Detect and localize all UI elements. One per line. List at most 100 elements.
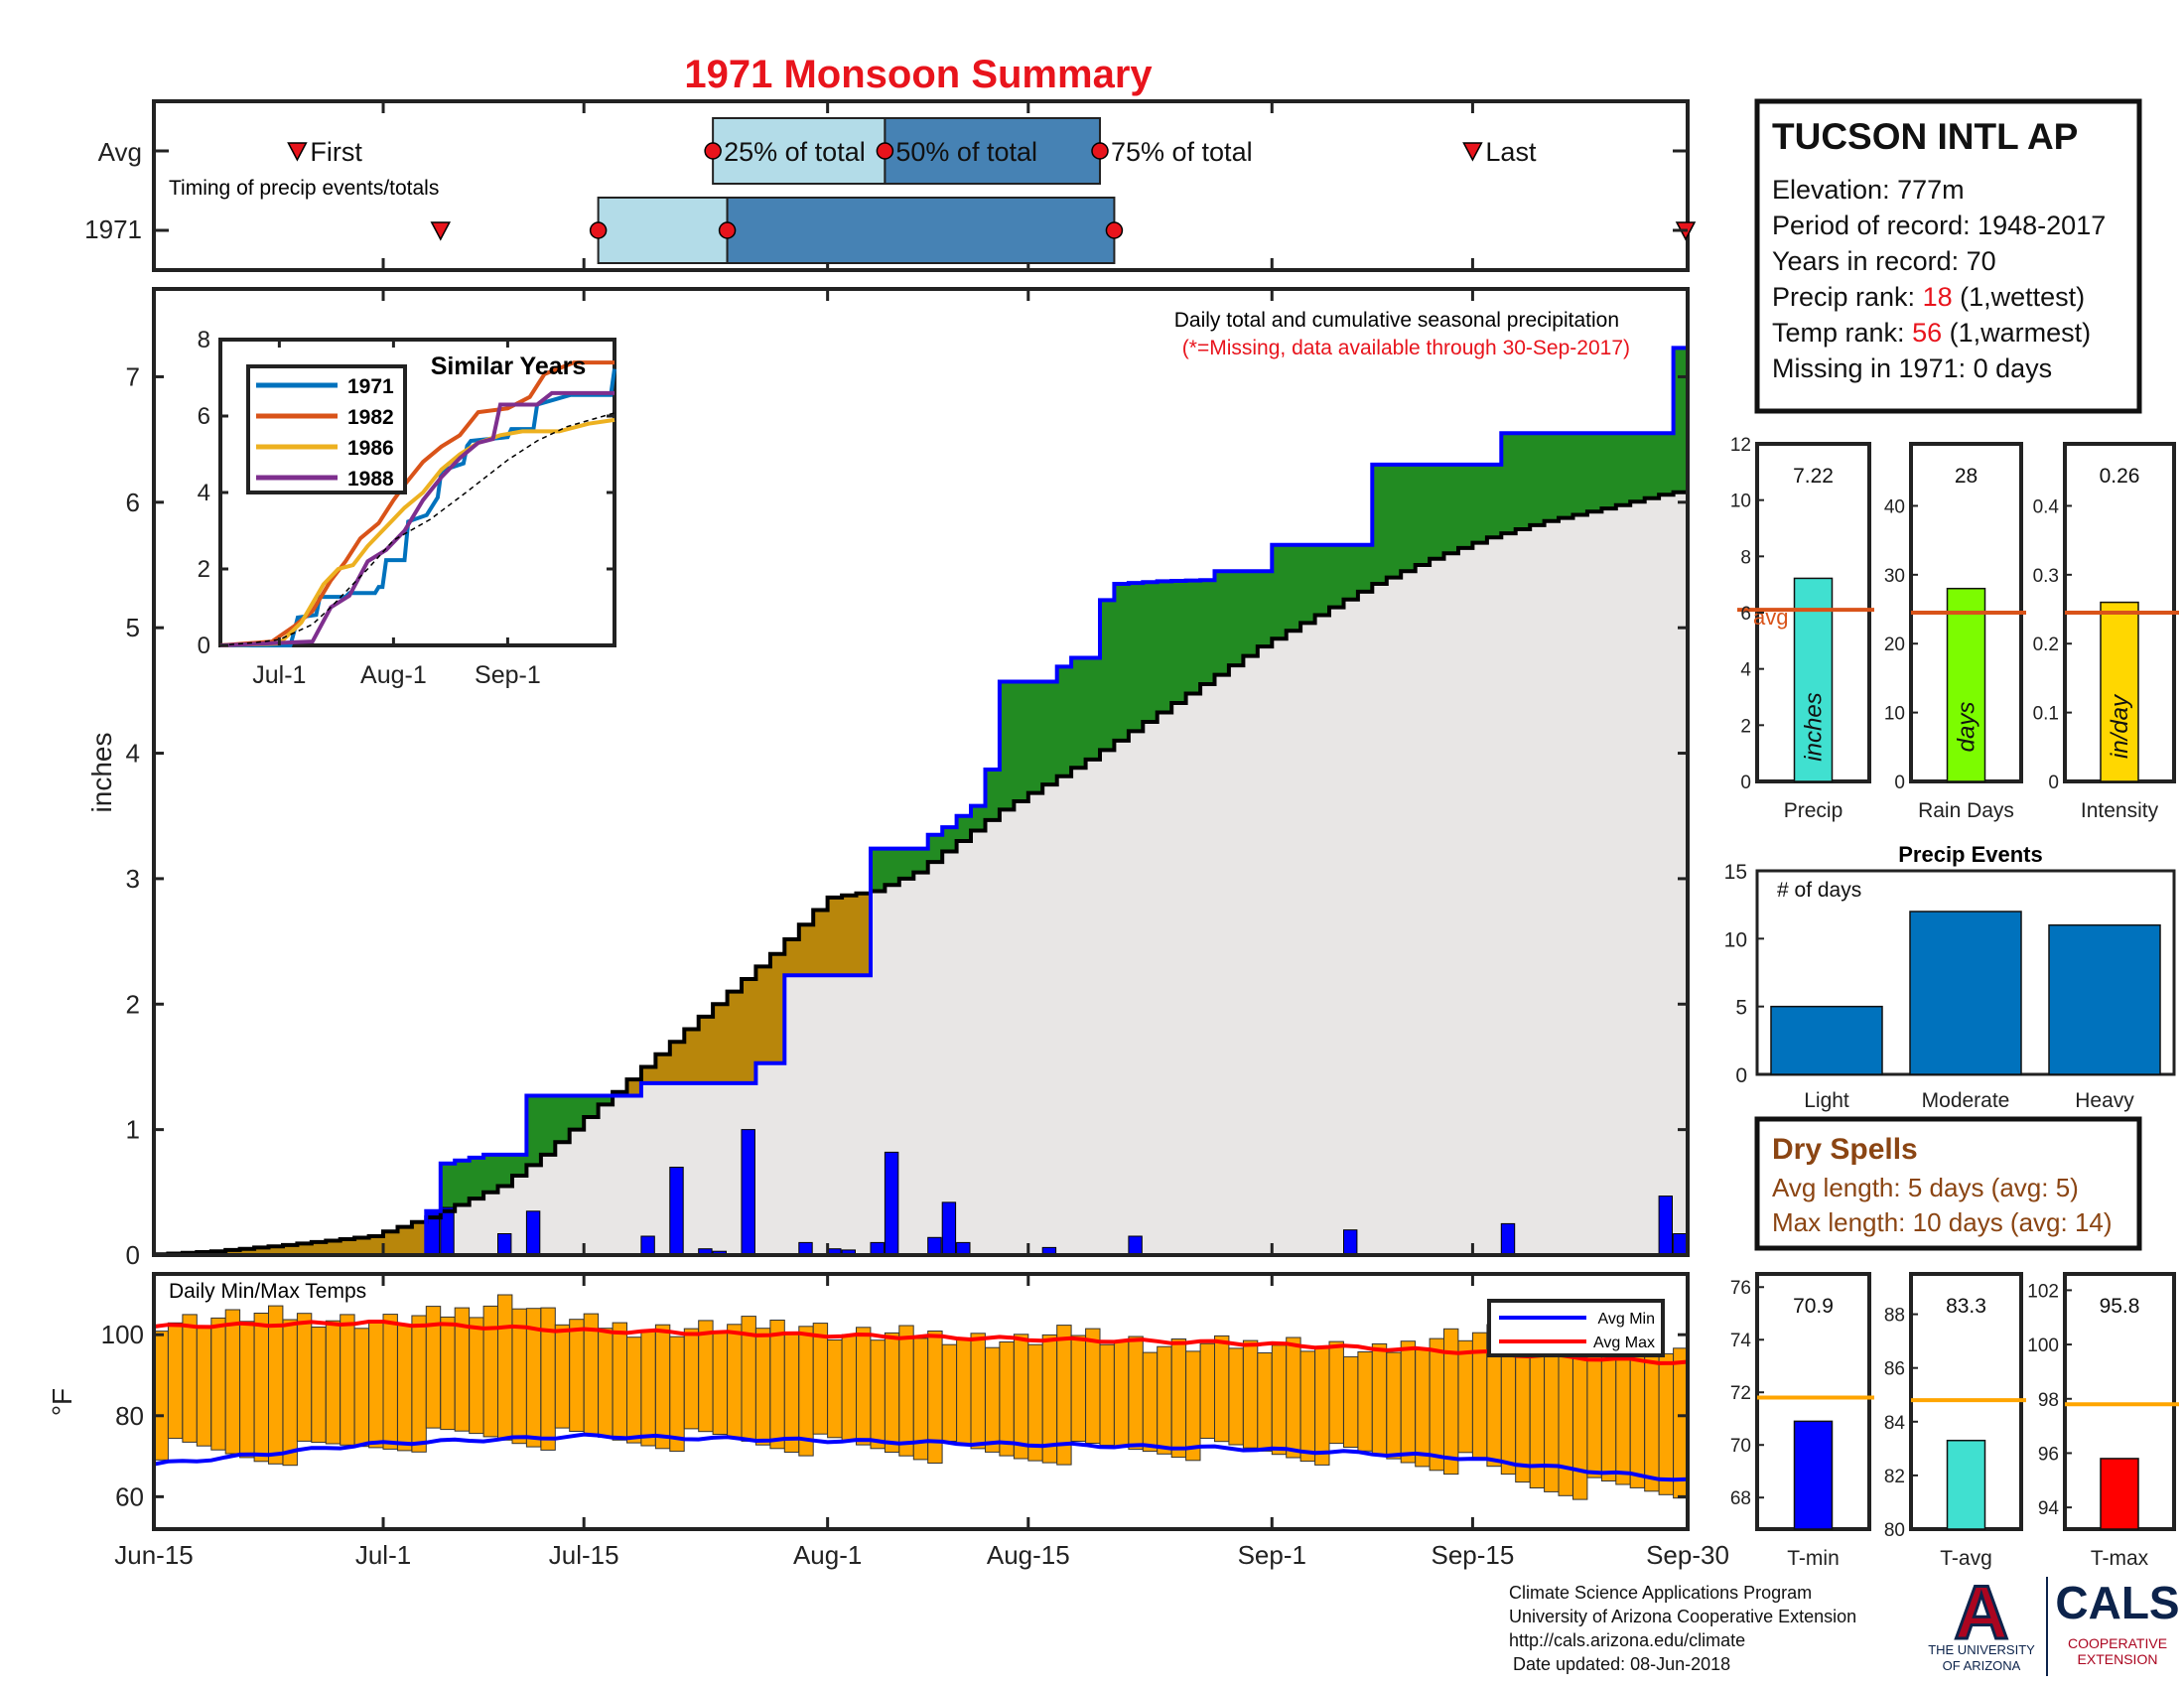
precip-events-y-tick-label: 0 <box>1735 1064 1747 1087</box>
daily-temp-bar <box>1157 1345 1172 1455</box>
precip-events-category-label: Light <box>1804 1089 1849 1112</box>
stat-panel-label: Intensity <box>2081 799 2159 822</box>
cals-logo: CALS COOPERATIVE EXTENSION <box>2055 1577 2179 1667</box>
stat-panel-precip: avg 7.22 inches 0 2 4 6 8 10 12 Precip <box>1730 435 1874 822</box>
daily-temp-bar <box>1658 1352 1674 1495</box>
precip-y-tick-label: 3 <box>126 864 140 894</box>
daily-temp-bar <box>1328 1340 1344 1445</box>
daily-temp-bar <box>1214 1335 1230 1443</box>
daily-temp-bar <box>1228 1347 1244 1446</box>
date-axis-labels: Jun-15 Jul-1 Jul-15 Aug-1 Aug-15 Sep-1 Sep-15 S… <box>114 1540 1729 1570</box>
stat-value-label: 95.8 <box>2100 1295 2140 1318</box>
daily-temp-bar <box>1070 1335 1086 1442</box>
station-period: Period of record: 1948-2017 <box>1772 211 2106 240</box>
timing-box-50-75 <box>726 197 1116 264</box>
stat-value-label: 70.9 <box>1793 1295 1834 1318</box>
timing-row-year-label: 1971 <box>84 214 142 244</box>
stat-y-tick-label: 40 <box>1884 496 1905 517</box>
stat-y-tick-label: 102 <box>2027 1281 2059 1302</box>
temp-chart-title: Daily Min/Max Temps <box>169 1280 366 1303</box>
stat-y-tick-label: 96 <box>2038 1444 2059 1465</box>
stat-y-tick-label: 84 <box>1884 1413 1906 1434</box>
daily-temp-bar <box>353 1328 370 1448</box>
similar-years-y-tick-label: 2 <box>198 556 210 583</box>
daily-temp-bar <box>182 1314 198 1443</box>
daily-temp-bar <box>167 1322 184 1440</box>
daily-temp-bars <box>153 1294 1689 1500</box>
precip-events-category-label: Heavy <box>2075 1089 2134 1112</box>
timing-box-50-75 <box>884 117 1101 185</box>
stat-value-label: 0.26 <box>2100 465 2140 488</box>
daily-temp-bar <box>898 1325 914 1457</box>
stat-panel-label: Precip <box>1784 799 1843 822</box>
daily-temp-bar <box>727 1324 743 1439</box>
similar-years-x-tick-label: Aug-1 <box>360 661 427 689</box>
daily-temp-bar <box>769 1320 785 1450</box>
stat-value-label: 7.22 <box>1793 465 1834 488</box>
precip-events-chart: Precip Events # of days Light Moderate Heavy… <box>1724 842 2176 1112</box>
precip-events-bar <box>1909 911 2022 1075</box>
stat-y-tick-label: 72 <box>1730 1383 1751 1404</box>
precip-y-axis-label: inches <box>86 733 117 813</box>
stat-y-tick-label: 86 <box>1884 1359 1905 1380</box>
similar-years-avg-line <box>219 412 615 646</box>
timing-first-last-marker <box>430 221 452 241</box>
daily-precip-bar <box>497 1233 512 1256</box>
daily-temp-bar <box>1400 1340 1417 1464</box>
daily-temp-bar <box>712 1332 728 1436</box>
daily-temp-bar <box>956 1338 972 1446</box>
legend-avg-max-label: Avg Max <box>1593 1335 1655 1351</box>
daily-temp-bar <box>1415 1349 1431 1468</box>
daily-temp-bar <box>1185 1350 1201 1462</box>
daily-temp-bar <box>598 1328 614 1438</box>
stat-y-tick-label: 12 <box>1730 435 1751 456</box>
date-tick-label: Aug-15 <box>987 1540 1070 1570</box>
stat-panel-t-avg: 83.3 80 82 84 86 88 T-avg <box>1884 1272 2026 1570</box>
daily-temp-bar <box>1673 1347 1689 1499</box>
similar-years-y-tick-label: 0 <box>198 633 210 659</box>
daily-temp-bar <box>941 1343 958 1442</box>
stat-y-tick-label: 82 <box>1884 1467 1905 1487</box>
daily-precip-bar <box>1673 1233 1688 1256</box>
ua-logo-line-1: THE UNIVERSITY <box>1928 1642 2035 1657</box>
daily-temp-bar <box>626 1336 642 1444</box>
daily-temp-bar <box>999 1341 1015 1457</box>
ua-logo-line-2: OF ARIZONA <box>1943 1658 2021 1673</box>
stat-panel-rain-days: 28 days 0 10 20 30 40 Rain Days <box>1884 442 2026 822</box>
daily-temp-bar <box>698 1320 714 1433</box>
daily-temp-bar <box>654 1324 671 1450</box>
daily-precip-bar <box>1500 1222 1516 1256</box>
stat-y-tick-label: 0.3 <box>2033 566 2059 587</box>
date-tick-label: Sep-30 <box>1646 1540 1729 1570</box>
stat-value-label: 83.3 <box>1946 1295 1986 1318</box>
daily-temp-bar <box>1286 1336 1301 1459</box>
footer-line-1: Climate Science Applications Program <box>1509 1583 1812 1603</box>
precip-events-category-label: Moderate <box>1922 1089 2010 1112</box>
stat-y-tick-label: 76 <box>1730 1278 1751 1299</box>
daily-temp-bar <box>640 1331 656 1447</box>
daily-temp-bar <box>612 1322 627 1441</box>
daily-temp-bar <box>482 1305 499 1438</box>
stat-panel-label: T-max <box>2091 1547 2149 1570</box>
stat-value-label: 28 <box>1955 465 1978 488</box>
precip-stat-panels: avg 7.22 inches 0 2 4 6 8 10 12 Precip 28 days 0 10 20 3… <box>1730 435 2179 822</box>
page-title: 1971 Monsoon Summary <box>684 53 1153 96</box>
precip-events-y-tick-label: 10 <box>1724 928 1747 951</box>
cumulative-avg-line <box>154 490 1688 1257</box>
similar-years-title: Similar Years <box>431 352 587 380</box>
daily-temp-bar <box>1199 1342 1215 1439</box>
similar-years-x-tick-label: Sep-1 <box>475 661 541 689</box>
similar-years-lines <box>219 360 616 647</box>
similar-years-legend-label: 1982 <box>347 406 394 429</box>
stat-unit-label: in/day <box>2107 693 2133 759</box>
stat-panel-t-min: 70.9 68 70 72 74 76 T-min <box>1730 1272 1874 1570</box>
timing-percentile-marker <box>589 221 608 239</box>
stat-panel-label: T-avg <box>1940 1547 1992 1570</box>
daily-temp-bar <box>497 1294 513 1441</box>
temp-y-tick-label: 80 <box>115 1401 144 1431</box>
precip-events-title: Precip Events <box>1898 842 2043 867</box>
dry-spells-box: Dry Spells Avg length: 5 days (avg: 5) M… <box>1754 1116 2142 1251</box>
stat-y-tick-label: 2 <box>1740 716 1751 737</box>
footer-line-4: Date updated: 08-Jun-2018 <box>1513 1654 1730 1674</box>
